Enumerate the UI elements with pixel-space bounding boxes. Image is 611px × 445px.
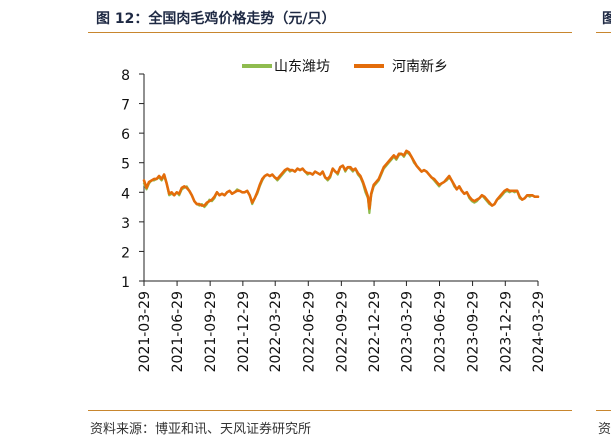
x-tick-label: 2021-09-29 [203, 291, 219, 372]
clipped-adjacent-title: 图 [602, 11, 611, 27]
x-tick-label: 2022-09-29 [334, 291, 350, 372]
x-tick-label: 2023-03-29 [399, 291, 415, 372]
y-tick-label: 2 [121, 245, 130, 261]
series-line-2 [142, 149, 540, 210]
x-tick-label: 2023-12-29 [498, 291, 514, 372]
x-tick-label: 2021-12-29 [236, 291, 252, 372]
legend-label-1: 山东潍坊 [274, 59, 330, 75]
y-tick-label: 7 [121, 98, 130, 114]
y-tick-label: 8 [121, 68, 130, 84]
source-note: 资料来源：博亚和讯、天风证券研究所 [90, 422, 312, 437]
y-tick-label: 5 [121, 157, 130, 173]
y-tick-label: 3 [121, 216, 130, 232]
x-tick-label: 2022-03-29 [268, 291, 284, 372]
footer-rule-adjacent [596, 410, 611, 411]
series-line-1 [142, 151, 540, 215]
x-tick-label: 2023-06-29 [433, 291, 449, 372]
footer-rule [88, 410, 572, 411]
clipped-adjacent-source: 资 [598, 422, 611, 437]
y-tick-label: 4 [121, 186, 130, 202]
x-tick-label: 2024-03-29 [531, 291, 547, 372]
y-tick-label: 1 [121, 275, 130, 291]
legend-label-2: 河南新乡 [392, 59, 448, 75]
title-rule-adjacent [596, 32, 611, 33]
x-tick-label: 2023-09-29 [466, 291, 482, 372]
x-tick-label: 2022-12-29 [367, 291, 383, 372]
title-rule [88, 32, 572, 33]
y-tick-label: 6 [121, 127, 130, 143]
x-tick-label: 2021-06-29 [170, 291, 186, 372]
x-tick-label: 2022-06-29 [301, 291, 317, 372]
x-tick-label: 2021-03-29 [137, 291, 153, 372]
figure-title: 图 12：全国肉毛鸡价格走势（元/只） [96, 11, 336, 27]
